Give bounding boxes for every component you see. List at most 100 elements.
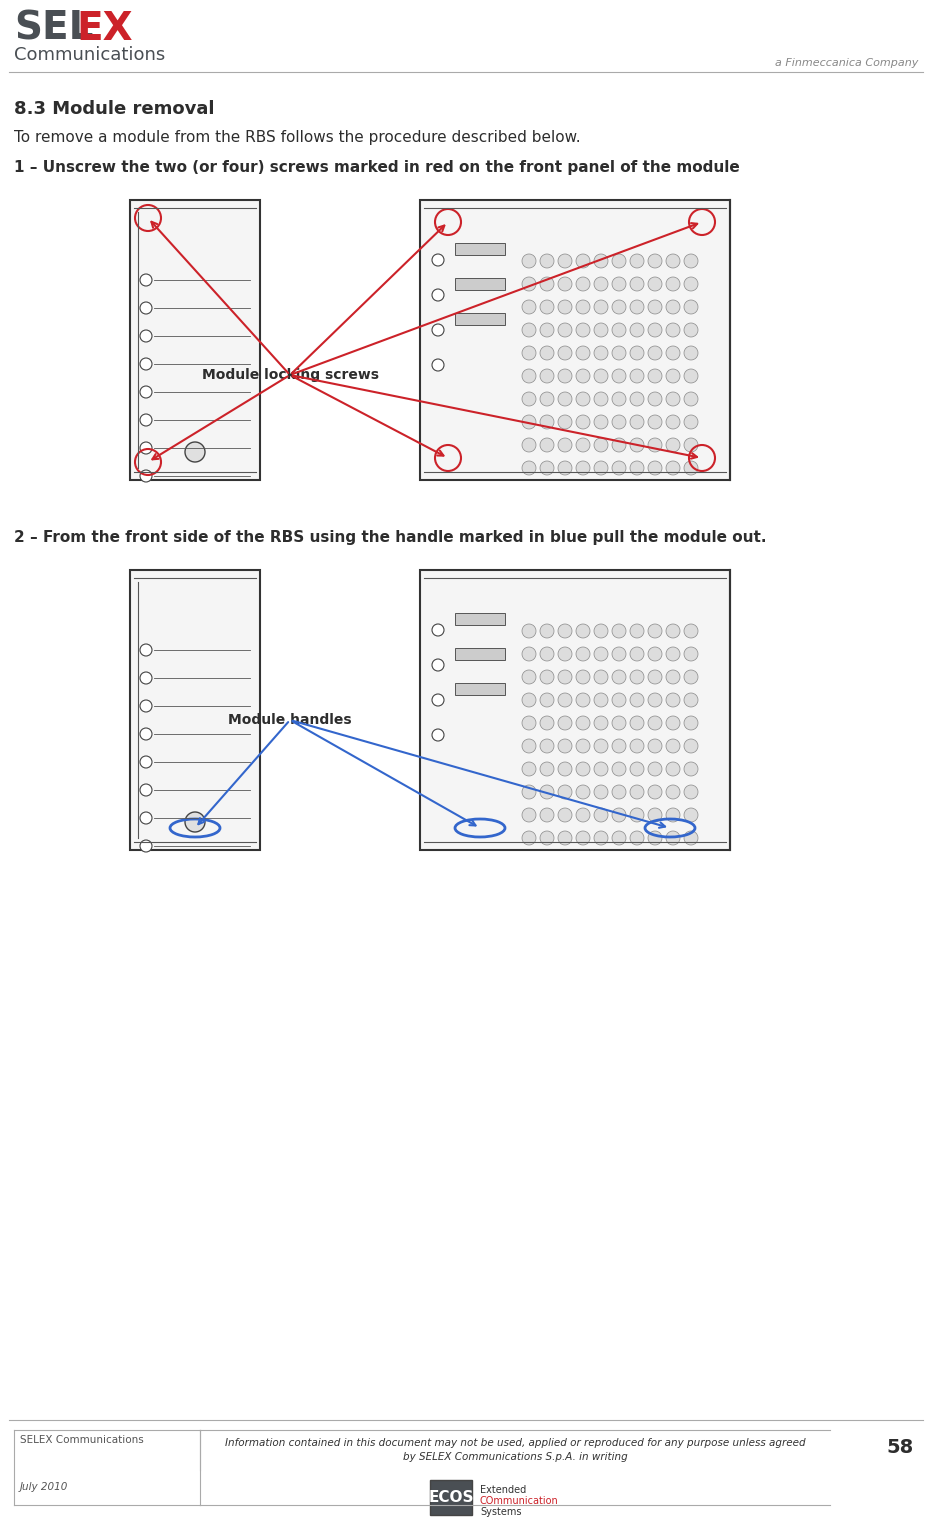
Circle shape xyxy=(185,442,205,462)
Circle shape xyxy=(558,255,572,268)
Circle shape xyxy=(666,669,680,685)
Circle shape xyxy=(558,740,572,753)
Circle shape xyxy=(612,300,626,314)
Text: Systems: Systems xyxy=(480,1507,522,1517)
Bar xyxy=(455,648,505,660)
Circle shape xyxy=(140,673,152,685)
Circle shape xyxy=(558,278,572,291)
Circle shape xyxy=(558,717,572,730)
Circle shape xyxy=(594,369,608,383)
Bar xyxy=(455,313,505,325)
Circle shape xyxy=(612,808,626,822)
Circle shape xyxy=(666,740,680,753)
Circle shape xyxy=(576,717,590,730)
Circle shape xyxy=(612,717,626,730)
Circle shape xyxy=(540,624,554,637)
Circle shape xyxy=(558,369,572,383)
Circle shape xyxy=(648,461,662,474)
Circle shape xyxy=(140,386,152,398)
Circle shape xyxy=(140,413,152,425)
Circle shape xyxy=(630,740,644,753)
Circle shape xyxy=(630,255,644,268)
Circle shape xyxy=(666,647,680,660)
Circle shape xyxy=(540,461,554,474)
Circle shape xyxy=(558,438,572,451)
Circle shape xyxy=(576,255,590,268)
FancyBboxPatch shape xyxy=(430,1479,472,1514)
Circle shape xyxy=(558,808,572,822)
Circle shape xyxy=(612,369,626,383)
Circle shape xyxy=(558,461,572,474)
Circle shape xyxy=(540,392,554,406)
Circle shape xyxy=(612,392,626,406)
Circle shape xyxy=(630,323,644,337)
Circle shape xyxy=(612,461,626,474)
Circle shape xyxy=(594,831,608,845)
Circle shape xyxy=(140,756,152,769)
Circle shape xyxy=(648,669,662,685)
Circle shape xyxy=(666,323,680,337)
Text: a Finmeccanica Company: a Finmeccanica Company xyxy=(774,58,918,69)
Circle shape xyxy=(432,624,444,636)
Circle shape xyxy=(140,302,152,314)
Text: Module handles: Module handles xyxy=(228,714,351,727)
Circle shape xyxy=(594,415,608,429)
Circle shape xyxy=(684,278,698,291)
Circle shape xyxy=(576,300,590,314)
Circle shape xyxy=(522,647,536,660)
Circle shape xyxy=(558,392,572,406)
Circle shape xyxy=(594,461,608,474)
Circle shape xyxy=(630,278,644,291)
Circle shape xyxy=(666,785,680,799)
Text: Extended: Extended xyxy=(480,1485,527,1494)
Circle shape xyxy=(648,438,662,451)
Circle shape xyxy=(576,692,590,708)
Circle shape xyxy=(540,300,554,314)
Circle shape xyxy=(576,278,590,291)
Circle shape xyxy=(684,624,698,637)
Circle shape xyxy=(612,669,626,685)
Circle shape xyxy=(648,647,662,660)
Circle shape xyxy=(594,624,608,637)
Circle shape xyxy=(684,740,698,753)
Circle shape xyxy=(558,323,572,337)
Circle shape xyxy=(630,392,644,406)
Circle shape xyxy=(594,785,608,799)
Circle shape xyxy=(666,762,680,776)
Circle shape xyxy=(140,442,152,454)
Circle shape xyxy=(612,278,626,291)
Circle shape xyxy=(140,811,152,824)
Circle shape xyxy=(140,274,152,287)
Circle shape xyxy=(540,692,554,708)
Circle shape xyxy=(540,669,554,685)
Circle shape xyxy=(540,255,554,268)
Circle shape xyxy=(648,808,662,822)
Circle shape xyxy=(594,692,608,708)
Circle shape xyxy=(522,669,536,685)
Circle shape xyxy=(522,461,536,474)
Circle shape xyxy=(612,438,626,451)
Circle shape xyxy=(522,255,536,268)
Text: Information contained in this document may not be used, applied or reproduced fo: Information contained in this document m… xyxy=(225,1438,805,1462)
Circle shape xyxy=(648,369,662,383)
Circle shape xyxy=(522,346,536,360)
Circle shape xyxy=(612,762,626,776)
Circle shape xyxy=(666,692,680,708)
Circle shape xyxy=(540,785,554,799)
Text: ECOS: ECOS xyxy=(428,1490,473,1505)
Circle shape xyxy=(522,300,536,314)
Circle shape xyxy=(666,831,680,845)
Circle shape xyxy=(594,346,608,360)
Circle shape xyxy=(684,300,698,314)
Text: 58: 58 xyxy=(886,1438,913,1456)
Circle shape xyxy=(558,300,572,314)
Text: Module locking screws: Module locking screws xyxy=(201,368,378,381)
Circle shape xyxy=(648,740,662,753)
Circle shape xyxy=(684,692,698,708)
Circle shape xyxy=(140,644,152,656)
Text: SELEX Communications: SELEX Communications xyxy=(20,1435,144,1446)
Circle shape xyxy=(558,647,572,660)
Circle shape xyxy=(522,762,536,776)
Circle shape xyxy=(684,438,698,451)
Circle shape xyxy=(612,346,626,360)
